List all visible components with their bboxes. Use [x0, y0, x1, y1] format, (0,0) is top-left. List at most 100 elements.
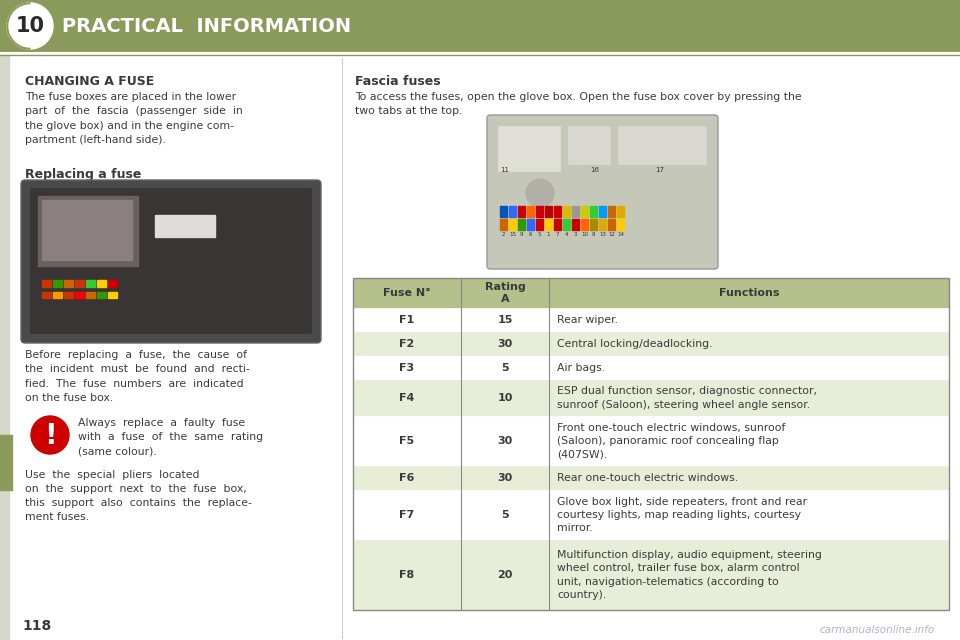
Bar — [608, 206, 615, 217]
Bar — [549, 490, 949, 540]
Bar — [536, 206, 543, 217]
Text: 7: 7 — [556, 232, 560, 237]
Text: F5: F5 — [399, 436, 415, 446]
Bar — [549, 466, 949, 490]
Text: 20: 20 — [497, 570, 513, 580]
Text: 10: 10 — [15, 16, 44, 36]
Bar — [617, 206, 624, 217]
Text: Rear wiper.: Rear wiper. — [557, 315, 618, 325]
Text: F2: F2 — [399, 339, 415, 349]
Text: 30: 30 — [497, 473, 513, 483]
Bar — [461, 308, 549, 332]
Text: 12: 12 — [608, 232, 615, 237]
Bar — [53, 292, 62, 298]
Bar — [599, 206, 606, 217]
Text: 1: 1 — [547, 232, 550, 237]
Bar — [0, 435, 12, 490]
Text: 5: 5 — [501, 510, 509, 520]
Bar — [86, 280, 95, 287]
Text: F7: F7 — [399, 510, 415, 520]
Bar — [461, 278, 549, 308]
Text: Front one-touch electric windows, sunroof
(Saloon), panoramic roof concealing fl: Front one-touch electric windows, sunroo… — [557, 423, 785, 460]
Bar — [554, 219, 561, 230]
Text: 17: 17 — [655, 167, 664, 173]
Text: To access the fuses, open the glove box. Open the fuse box cover by pressing the: To access the fuses, open the glove box.… — [355, 92, 802, 116]
Bar — [549, 380, 949, 416]
Text: Central locking/deadlocking.: Central locking/deadlocking. — [557, 339, 712, 349]
Bar — [108, 280, 117, 287]
Bar — [554, 206, 561, 217]
Bar — [545, 219, 552, 230]
Text: 5: 5 — [501, 363, 509, 373]
Bar — [353, 332, 461, 356]
Text: The fuse boxes are placed in the lower
part  of  the  fascia  (passenger  side  : The fuse boxes are placed in the lower p… — [25, 92, 243, 145]
Bar — [568, 126, 610, 164]
Text: Multifunction display, audio equipment, steering
wheel control, trailer fuse box: Multifunction display, audio equipment, … — [557, 550, 822, 600]
Text: 3: 3 — [574, 232, 577, 237]
Bar — [549, 540, 949, 610]
Bar — [64, 280, 73, 287]
Text: Always  replace  a  faulty  fuse
with  a  fuse  of  the  same  rating
(same colo: Always replace a faulty fuse with a fuse… — [78, 418, 263, 456]
Text: Rear one-touch electric windows.: Rear one-touch electric windows. — [557, 473, 738, 483]
Text: Functions: Functions — [719, 288, 780, 298]
Bar — [461, 466, 549, 490]
Bar — [590, 206, 597, 217]
Text: 11: 11 — [500, 167, 509, 173]
Text: Rating
A: Rating A — [485, 282, 525, 304]
Bar — [461, 356, 549, 380]
Text: 2: 2 — [502, 232, 505, 237]
Bar — [549, 416, 949, 466]
Bar — [608, 219, 615, 230]
Bar — [461, 490, 549, 540]
Circle shape — [7, 3, 53, 49]
Text: Before  replacing  a  fuse,  the  cause  of
the  incident  must  be  found  and : Before replacing a fuse, the cause of th… — [25, 350, 250, 403]
Bar — [75, 292, 84, 298]
Text: F4: F4 — [399, 393, 415, 403]
Text: 6: 6 — [529, 232, 532, 237]
Text: Glove box light, side repeaters, front and rear
courtesy lights, map reading lig: Glove box light, side repeaters, front a… — [557, 497, 807, 533]
Text: Air bags.: Air bags. — [557, 363, 605, 373]
Text: 16: 16 — [590, 167, 599, 173]
Bar — [42, 292, 51, 298]
Bar — [75, 280, 84, 287]
Bar — [42, 280, 51, 287]
Bar — [353, 466, 461, 490]
Bar — [549, 332, 949, 356]
Text: Use  the  special  pliers  located
on  the  support  next  to  the  fuse  box,
t: Use the special pliers located on the su… — [25, 470, 252, 522]
Bar — [353, 356, 461, 380]
Text: F6: F6 — [399, 473, 415, 483]
Bar — [527, 219, 534, 230]
Text: 9: 9 — [519, 232, 523, 237]
Text: 118: 118 — [22, 619, 51, 633]
Bar — [461, 332, 549, 356]
Text: 30: 30 — [497, 436, 513, 446]
Bar — [581, 219, 588, 230]
Bar — [500, 206, 507, 217]
FancyBboxPatch shape — [21, 180, 321, 343]
Bar — [572, 219, 579, 230]
Bar — [549, 308, 949, 332]
Bar — [353, 490, 461, 540]
Bar — [563, 219, 570, 230]
Bar — [518, 206, 525, 217]
Text: F1: F1 — [399, 315, 415, 325]
Bar — [618, 126, 706, 164]
Text: carmanualsonline.info: carmanualsonline.info — [820, 625, 935, 635]
Bar — [86, 292, 95, 298]
Text: 10: 10 — [497, 393, 513, 403]
Bar — [509, 206, 516, 217]
Text: 5: 5 — [538, 232, 541, 237]
Bar — [353, 416, 461, 466]
Text: ESP dual function sensor, diagnostic connector,
sunroof (Saloon), steering wheel: ESP dual function sensor, diagnostic con… — [557, 387, 817, 410]
Bar — [353, 308, 461, 332]
Circle shape — [526, 179, 554, 207]
Bar — [617, 219, 624, 230]
Bar — [155, 215, 215, 237]
Bar — [97, 292, 106, 298]
Text: F8: F8 — [399, 570, 415, 580]
Bar — [500, 219, 507, 230]
Bar — [42, 200, 132, 260]
Bar — [545, 206, 552, 217]
Text: CHANGING A FUSE: CHANGING A FUSE — [25, 75, 155, 88]
Text: 15: 15 — [509, 232, 516, 237]
